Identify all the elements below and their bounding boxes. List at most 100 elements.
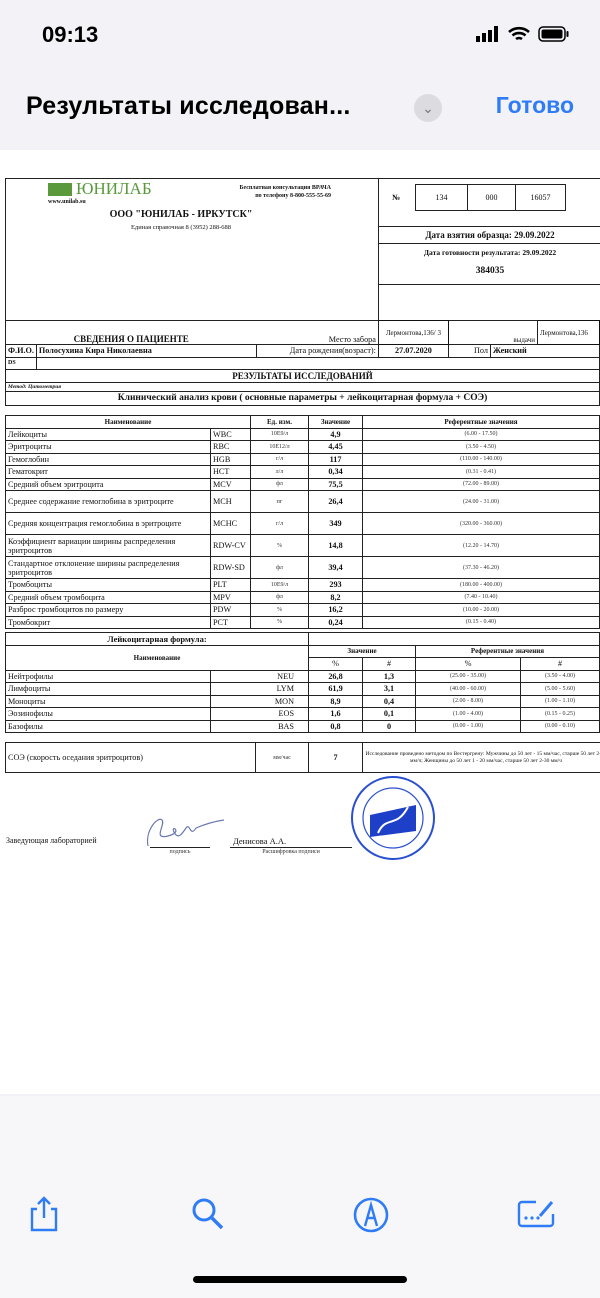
- test-value: 117: [308, 452, 363, 466]
- cell-ref-abs: (5.00 - 5.60): [520, 682, 600, 696]
- table-row: Эритроциты RBC 10E12/л 4,45 (3.50 - 4.50): [5, 440, 600, 454]
- col-header-reference: Референтные значения: [362, 415, 600, 429]
- document-page: ЮНИЛАБ www.unilab.su Бесплатная консульт…: [0, 150, 600, 1094]
- test-name: Тромбоциты: [5, 578, 211, 592]
- table-row: Стандартное отклонение ширины распределе…: [5, 556, 600, 579]
- test-code: MPV: [210, 590, 251, 604]
- test-code: RBC: [210, 440, 251, 454]
- table-row: Эозинофилы EOS 1,6 0,1 (1.00 - 4.00) (0.15 - …: [5, 707, 600, 721]
- test-name: Тромбокрит: [5, 615, 211, 629]
- patient-header: СВЕДЕНИЯ О ПАЦИЕНТЕ: [5, 320, 257, 345]
- test-value: 16,2: [308, 603, 363, 617]
- test-unit: 10E9/л: [250, 578, 309, 592]
- table-row: Средний объем тромбоцита MPV фл 8,2 (7.40 - …: [5, 590, 600, 604]
- markup-icon[interactable]: [352, 1196, 390, 1234]
- issue-label: выдачи: [447, 320, 539, 345]
- cell-pct: 61,9: [308, 682, 363, 696]
- document-title: Результаты исследован...: [26, 92, 351, 120]
- test-reference: (0.15 - 0.40): [362, 615, 600, 629]
- table-row: Гематокрит HCT л/л 0,34 (0.31 - 0.41): [5, 465, 600, 479]
- home-indicator[interactable]: [193, 1276, 407, 1283]
- test-value: 4,9: [308, 427, 363, 441]
- test-reference: (0.31 - 0.41): [362, 465, 600, 479]
- wifi-icon: [508, 26, 530, 41]
- cell-pct: 26,8: [308, 669, 363, 683]
- test-code: RDW-SD: [210, 556, 251, 579]
- test-reference: (180.00 - 400.00): [362, 578, 600, 592]
- cell-ref-pct: (0.00 - 1.00): [415, 719, 521, 733]
- cell-abs: 1,3: [362, 669, 416, 683]
- test-code: MCV: [210, 477, 251, 491]
- test-reference: (7.40 - 10.40): [362, 590, 600, 604]
- ready-date: Дата готовности результата: 29.09.2022: [423, 248, 557, 257]
- cell-ref-abs: (0.15 - 0.25): [520, 707, 600, 721]
- cell-code: EOS: [210, 707, 309, 721]
- dob-label: Дата рождения(возраст):: [255, 344, 379, 358]
- number-part: 16057: [515, 184, 566, 211]
- col-header-ref-pct: %: [415, 657, 521, 671]
- cell-name: Моноциты: [5, 694, 211, 708]
- test-unit: фл: [250, 477, 309, 491]
- done-button[interactable]: Готово: [495, 92, 574, 118]
- table-row: Разброс тромбоцитов по размеру PDW% 16,2 (1…: [5, 603, 600, 617]
- test-code: PCT: [210, 615, 251, 629]
- leukocyte-table: Лейкоцитарная формула: Наименование Знач…: [5, 632, 600, 733]
- handwritten-signature: [146, 818, 225, 847]
- cell-code: NEU: [210, 669, 309, 683]
- stamp-seal: [351, 776, 435, 860]
- cell-name: Базофилы: [5, 719, 211, 733]
- cell-ref-pct: (40.00 - 60.00): [415, 682, 521, 696]
- test-reference: (3.50 - 4.50): [362, 440, 600, 454]
- cell-name: Нейтрофилы: [5, 669, 211, 683]
- col-header-name: Наименование: [5, 644, 309, 671]
- test-unit: г/л: [250, 512, 309, 535]
- fio-label: Ф.И.О.: [5, 344, 37, 358]
- org-phone: Единая справочная 8 (3952) 288-688: [130, 224, 232, 231]
- esr-name: СОЭ (скорость оседания эритроцитов): [5, 742, 256, 773]
- signature-caption: подпись: [169, 849, 191, 855]
- test-value: 39,4: [308, 556, 363, 579]
- test-reference: (37.30 - 46.20): [362, 556, 600, 579]
- col-header-unit: Ед. изм.: [250, 415, 309, 429]
- cell-name: Эозинофилы: [5, 707, 211, 721]
- test-name: Гемоглобин: [5, 452, 211, 466]
- test-reference: (10.00 - 20.00): [362, 603, 600, 617]
- cell-code: LYM: [210, 682, 309, 696]
- cell-ref-abs: (0.00 - 0.10): [520, 719, 600, 733]
- table-row: Тромбоциты PLT 10E9/л 293 (180.00 - 400.00): [5, 578, 600, 592]
- org-name: ООО "ЮНИЛАБ - ИРКУТСК": [109, 209, 253, 220]
- test-unit: %: [250, 534, 309, 557]
- test-reference: (12.20 - 14.70): [362, 534, 600, 557]
- patient-name: Полосухина Кира Николаевна: [35, 344, 257, 358]
- test-value: 14,8: [308, 534, 363, 557]
- cell-ref-pct: (2.00 - 8.00): [415, 694, 521, 708]
- test-name: Лейкоциты: [5, 427, 211, 441]
- table-row: Средний объем эритроцита MCV фл 75,5 (72.00 …: [5, 477, 600, 491]
- consult-line1: Бесплатная консультация ВРАЧА: [239, 185, 331, 191]
- table-row: Среднее содержание гемоглобина в эритроц…: [5, 490, 600, 513]
- test-value: 293: [308, 578, 363, 592]
- test-unit: фл: [250, 556, 309, 579]
- chevron-down-icon[interactable]: ⌄: [414, 94, 442, 122]
- test-code: MCH: [210, 490, 251, 513]
- logo-icon: [48, 183, 72, 196]
- logo-text: ЮНИЛАБ: [76, 179, 152, 198]
- head-lab-label: Заведующая лабораторией: [6, 836, 97, 845]
- results-table: Наименование Ед. изм. Значение Референтн…: [5, 415, 600, 629]
- search-icon[interactable]: [190, 1196, 226, 1232]
- cell-code: MON: [210, 694, 309, 708]
- website: www.unilab.su: [48, 199, 86, 205]
- test-name: Средний объем тромбоцита: [5, 590, 211, 604]
- sex-label: Пол: [447, 344, 491, 358]
- share-icon[interactable]: [28, 1196, 60, 1232]
- test-reference: (24.00 - 31.00): [362, 490, 600, 513]
- table-row: Лейкоциты WBC 10E9/л 4,9 (6.00 - 17.50): [5, 427, 600, 441]
- cell-abs: 0: [362, 719, 416, 733]
- table-row: Лимфоциты LYM 61,9 3,1 (40.00 - 60.00) (5.00 …: [5, 682, 600, 696]
- col-header-ref-abs: #: [520, 657, 600, 671]
- table-row: Тромбокрит PCT% 0,24 (0.15 - 0.40): [5, 615, 600, 629]
- esr-unit: мм/час: [255, 742, 309, 773]
- test-reference: (110.00 - 140.00): [362, 452, 600, 466]
- table-row: Нейтрофилы NEU 26,8 1,3 (25.00 - 35.00) (3.50…: [5, 669, 600, 683]
- annotate-icon[interactable]: [516, 1196, 556, 1230]
